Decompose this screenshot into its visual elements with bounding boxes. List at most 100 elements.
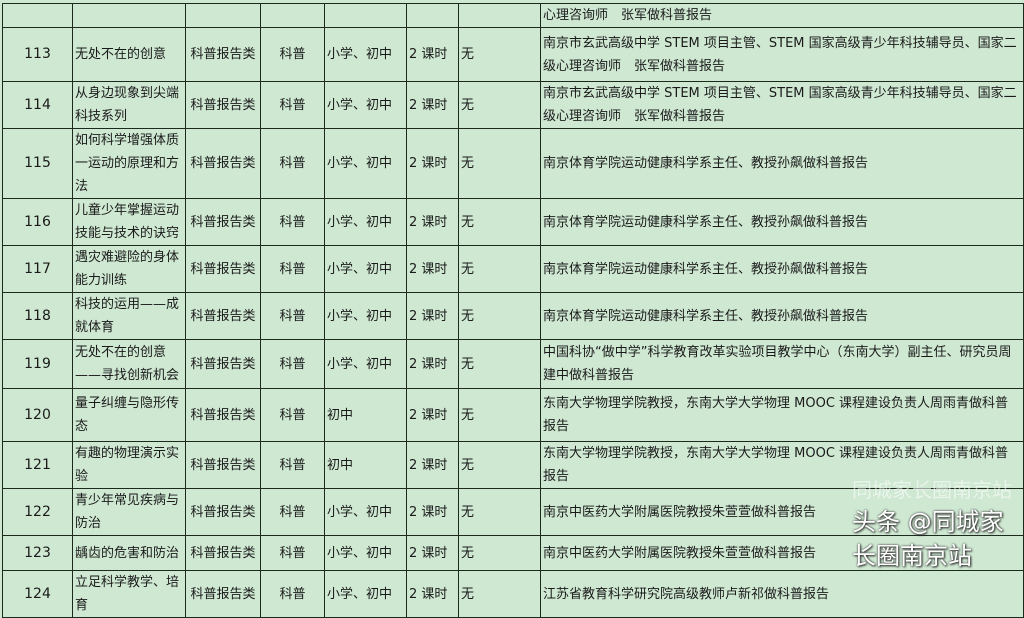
field-cell: 科普 — [260, 198, 325, 246]
requirement-cell: 无 — [458, 339, 541, 389]
field-cell: 科普 — [260, 535, 325, 571]
hours-cell: 2 课时 — [406, 128, 459, 199]
requirement-cell: 无 — [458, 488, 541, 536]
title-cell: 量子纠缠与隐形传态 — [72, 388, 186, 442]
requirement-cell: 无 — [458, 535, 541, 571]
hours-cell: 2 课时 — [406, 388, 459, 442]
title-cell: 无处不在的创意 — [72, 27, 186, 82]
requirement-cell: 无 — [458, 128, 541, 199]
lecturer-cell: 南京体育学院运动健康科学系主任、教授孙飙做科普报告 — [540, 128, 1024, 199]
grade-cell: 小学、初中 — [324, 292, 407, 340]
table-row: 117 遇灾难避险的身体能力训练 科普报告类 科普 小学、初中 2 课时无南京体育学院运动… — [2, 245, 1024, 293]
title-cell: 遇灾难避险的身体能力训练 — [72, 245, 186, 293]
lecturer-cell: 心理咨询师 张军做科普报告 — [540, 3, 1024, 28]
lecturer-cell: 南京中医药大学附属医院教授朱萱萱做科普报告 — [540, 488, 1024, 536]
title-cell: 科技的运用——成就体育 — [72, 292, 186, 340]
row-number: 120 — [2, 388, 73, 442]
title-cell: 儿童少年掌握运动技能与技术的诀窍 — [72, 198, 186, 246]
type-cell: 科普报告类 — [185, 245, 261, 293]
field-cell: 科普 — [260, 27, 325, 82]
table-row-partial: 心理咨询师 张军做科普报告 — [2, 3, 1024, 28]
table-row: 120 量子纠缠与隐形传态 科普报告类 科普 初中 2 课时无东南大学物理学院教授，东南大… — [2, 388, 1024, 442]
hours-cell: 2 课时 — [406, 27, 459, 82]
grade-cell: 小学、初中 — [324, 198, 407, 246]
grade-cell: 小学、初中 — [324, 81, 407, 129]
requirement-cell: 无 — [458, 198, 541, 246]
lecturer-cell: 南京中医药大学附属医院教授朱萱萱做科普报告 — [540, 535, 1024, 571]
grade-cell: 小学、初中 — [324, 570, 407, 618]
row-number: 122 — [2, 488, 73, 536]
type-cell: 科普报告类 — [185, 488, 261, 536]
grade-cell: 初中 — [324, 388, 407, 442]
row-number: 123 — [2, 535, 73, 571]
hours-cell: 2 课时 — [406, 245, 459, 293]
type-cell: 科普报告类 — [185, 128, 261, 199]
type-cell: 科普报告类 — [185, 292, 261, 340]
table-row: 116 儿童少年掌握运动技能与技术的诀窍 科普报告类 科普 小学、初中 2 课时无南京体育… — [2, 198, 1024, 246]
table-row: 124 立足科学教学、培育 科普报告类 科普 小学、初中 2 课时无江苏省教育科学研究院高… — [2, 570, 1024, 618]
hours-cell: 2 课时 — [406, 198, 459, 246]
hours-cell: 2 课时 — [406, 535, 459, 571]
lecturer-cell: 中国科协“做中学”科学教育改革实验项目教学中心（东南大学）副主任、研究员周建中做… — [540, 339, 1024, 389]
table-row: 122 青少年常见疾病与防治 科普报告类 科普 小学、初中 2 课时无南京中医药大学附属医… — [2, 488, 1024, 536]
table-row: 121 有趣的物理演示实验 科普报告类 科普 初中 2 课时无东南大学物理学院教授，东南大… — [2, 441, 1024, 489]
row-number: 116 — [2, 198, 73, 246]
field-cell: 科普 — [260, 488, 325, 536]
field-cell: 科普 — [260, 339, 325, 389]
lecturer-cell: 南京体育学院运动健康科学系主任、教授孙飙做科普报告 — [540, 245, 1024, 293]
title-cell: 龋齿的危害和防治 — [72, 535, 186, 571]
grade-cell: 初中 — [324, 441, 407, 489]
hours-cell: 2 课时 — [406, 339, 459, 389]
requirement-cell: 无 — [458, 388, 541, 442]
type-cell: 科普报告类 — [185, 198, 261, 246]
title-cell: 无处不在的创意——寻找创新机会 — [72, 339, 186, 389]
row-number: 113 — [2, 27, 73, 82]
grade-cell: 小学、初中 — [324, 488, 407, 536]
lecturer-cell: 江苏省教育科学研究院高级教师卢新祁做科普报告 — [540, 570, 1024, 618]
lecturer-cell: 东南大学物理学院教授，东南大学大学物理 MOOC 课程建设负责人周雨青做科普报告 — [540, 388, 1024, 442]
requirement-cell: 无 — [458, 441, 541, 489]
requirement-cell: 无 — [458, 27, 541, 82]
field-cell: 科普 — [260, 441, 325, 489]
hours-cell: 2 课时 — [406, 488, 459, 536]
row-number: 124 — [2, 570, 73, 618]
requirement-cell: 无 — [458, 570, 541, 618]
lecturer-cell: 南京体育学院运动健康科学系主任、教授孙飙做科普报告 — [540, 198, 1024, 246]
row-number: 121 — [2, 441, 73, 489]
grade-cell: 小学、初中 — [324, 535, 407, 571]
title-cell: 有趣的物理演示实验 — [72, 441, 186, 489]
table-row: 113 无处不在的创意 科普报告类 科普 小学、初中 2 课时无南京市玄武高级中学 STE… — [2, 27, 1024, 82]
field-cell: 科普 — [260, 292, 325, 340]
title-cell: 从身边现象到尖端科技系列 — [72, 81, 186, 129]
type-cell: 科普报告类 — [185, 27, 261, 82]
hours-cell: 2 课时 — [406, 570, 459, 618]
grade-cell: 小学、初中 — [324, 128, 407, 199]
table-row: 123 龋齿的危害和防治 科普报告类 科普 小学、初中 2 课时无南京中医药大学附属医院教… — [2, 535, 1024, 571]
row-number: 119 — [2, 339, 73, 389]
row-number: 115 — [2, 128, 73, 199]
type-cell: 科普报告类 — [185, 570, 261, 618]
table-row: 118 科技的运用——成就体育 科普报告类 科普 小学、初中 2 课时无南京体育学院运动健… — [2, 292, 1024, 340]
field-cell: 科普 — [260, 245, 325, 293]
course-table: 心理咨询师 张军做科普报告 113 无处不在的创意 科普报告类 科普 小学、初中 2 课时… — [2, 3, 1024, 618]
lecturer-cell: 南京市玄武高级中学 STEM 项目主管、STEM 国家高级青少年科技辅导员、国家… — [540, 81, 1024, 129]
title-cell: 青少年常见疾病与防治 — [72, 488, 186, 536]
grade-cell: 小学、初中 — [324, 245, 407, 293]
title-cell: 立足科学教学、培育 — [72, 570, 186, 618]
hours-cell: 2 课时 — [406, 292, 459, 340]
title-cell: 如何科学增强体质一运动的原理和方法 — [72, 128, 186, 199]
type-cell: 科普报告类 — [185, 441, 261, 489]
row-number: 114 — [2, 81, 73, 129]
lecturer-cell: 南京体育学院运动健康科学系主任、教授孙飙做科普报告 — [540, 292, 1024, 340]
hours-cell: 2 课时 — [406, 441, 459, 489]
field-cell: 科普 — [260, 388, 325, 442]
requirement-cell: 无 — [458, 81, 541, 129]
row-number: 118 — [2, 292, 73, 340]
row-number: 117 — [2, 245, 73, 293]
table-row: 114 从身边现象到尖端科技系列 科普报告类 科普 小学、初中 2 课时无南京市玄武高级中… — [2, 81, 1024, 129]
requirement-cell: 无 — [458, 292, 541, 340]
table-row: 119 无处不在的创意——寻找创新机会 科普报告类 科普 小学、初中 2 课时无中国科协“… — [2, 339, 1024, 389]
table-row: 115 如何科学增强体质一运动的原理和方法 科普报告类 科普 小学、初中 2 课时无南京体… — [2, 128, 1024, 199]
lecturer-cell: 南京市玄武高级中学 STEM 项目主管、STEM 国家高级青少年科技辅导员、国家… — [540, 27, 1024, 82]
hours-cell: 2 课时 — [406, 81, 459, 129]
